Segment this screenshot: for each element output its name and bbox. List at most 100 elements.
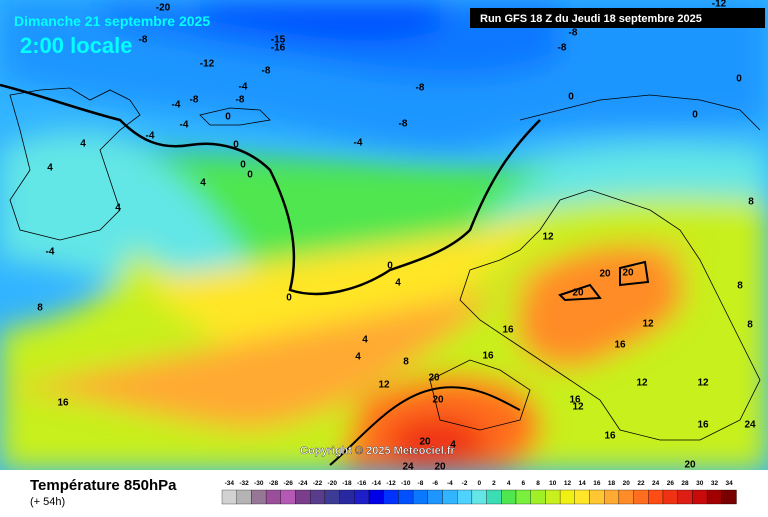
footer-title: Température 850hPa	[30, 477, 177, 494]
local-time: 2:00 locale	[20, 33, 133, 58]
scale-label: 0	[477, 480, 481, 487]
scale-label: 10	[549, 480, 557, 487]
copyright: Copyright © 2025 Meteociel.fr	[300, 445, 456, 457]
contour-label: 12	[636, 378, 648, 389]
temperature-field	[0, 0, 768, 470]
contour-labels: -20-8 -15-16-12-8-4-8-4 -80-4-4-8-8-4-8-12…	[37, 0, 756, 473]
contour-label: 12	[542, 232, 554, 243]
contour-label: 4	[200, 178, 206, 189]
scale-label: -28	[269, 480, 279, 487]
scale-swatch	[648, 489, 664, 505]
scale-label: 34	[726, 480, 734, 487]
contour-label: -4	[239, 82, 248, 93]
date: Dimanche 21 septembre 2025	[14, 13, 210, 29]
contour-label: 8	[403, 357, 409, 368]
scale-label: 16	[593, 480, 601, 487]
scale-swatch	[295, 489, 311, 505]
scale-swatch	[310, 489, 326, 505]
contour-label: 0	[387, 261, 393, 272]
scale-label: 24	[652, 480, 660, 487]
coastlines	[9, 87, 761, 441]
scale-swatch	[721, 489, 737, 505]
scale-label: -24	[298, 480, 308, 487]
scale-swatch	[559, 489, 575, 505]
scale-label: -14	[372, 480, 382, 487]
scale-swatch	[280, 489, 296, 505]
contour-label: -15	[271, 35, 286, 46]
scale-label: 4	[507, 480, 511, 487]
scale-label: 2	[492, 480, 496, 487]
contour-label: -12	[200, 59, 215, 70]
scale-label: -26	[283, 480, 293, 487]
scale-swatch	[692, 489, 708, 505]
scale-label: -6	[432, 480, 438, 487]
scale-swatch	[530, 489, 546, 505]
scale-label: 6	[522, 480, 526, 487]
contour-label: 16	[482, 351, 494, 362]
contour-label: 20	[599, 269, 611, 280]
scale-label: -4	[447, 480, 453, 487]
scale-label: 8	[536, 480, 540, 487]
contour-label: 20	[432, 395, 444, 406]
scale-swatch	[251, 489, 267, 505]
scale-label: -22	[313, 480, 323, 487]
scale-swatch	[662, 489, 678, 505]
scale-swatch	[604, 489, 620, 505]
contour-label: -8	[262, 66, 271, 77]
scale-label: -30	[254, 480, 264, 487]
contour-label: 8	[737, 281, 743, 292]
zero-isotherm	[0, 83, 541, 296]
scale-label: 32	[711, 480, 719, 487]
run-box	[470, 8, 765, 28]
scale-swatch	[236, 489, 252, 505]
contour-label: -8	[569, 28, 578, 39]
scale-swatch	[412, 489, 428, 505]
scale-swatch	[354, 489, 370, 505]
contour-label: 0	[692, 110, 698, 121]
contour-label: -8	[139, 35, 148, 46]
contour-label: 0	[233, 140, 239, 151]
contour-label: 4	[355, 352, 361, 363]
scale-swatch	[618, 489, 634, 505]
contour-label: 8	[747, 320, 753, 331]
scale-label: -18	[342, 480, 352, 487]
scale-swatch	[324, 489, 340, 505]
run-info: Run GFS 18 Z du Jeudi 18 septembre 2025	[480, 13, 702, 25]
scale-swatch	[471, 489, 487, 505]
contour-label: -4	[172, 100, 181, 111]
contour-label: 4	[115, 203, 121, 214]
scale-label: 14	[579, 480, 587, 487]
footer-lead: (+ 54h)	[30, 496, 65, 508]
contour-label: 12	[572, 402, 584, 413]
contour-label: -20	[156, 3, 171, 14]
contour-label: 16	[57, 398, 69, 409]
contour-label: -12	[712, 0, 727, 10]
scale-label: 12	[564, 480, 572, 487]
contour-label: 0	[286, 293, 292, 304]
color-scale: -34 -32 -30 -28 -26 -24 -22 -20 -18 -16 -14 -12 -10-…	[221, 480, 737, 505]
contour-label: 20	[434, 462, 446, 473]
isotherm-20-core	[558, 260, 650, 302]
scale-swatch	[677, 489, 693, 505]
contour-label: 4	[450, 440, 456, 451]
contour-label: 12	[642, 319, 654, 330]
scale-swatch	[545, 489, 561, 505]
scale-swatch	[515, 489, 531, 505]
scale-label: 22	[637, 480, 645, 487]
scale-swatch	[265, 489, 281, 505]
scale-swatch	[383, 489, 399, 505]
scale-label: -16	[357, 480, 367, 487]
scale-label: -2	[462, 480, 468, 487]
isotherm-20	[329, 386, 521, 466]
contour-label: 20	[419, 437, 431, 448]
contour-label: 16	[697, 420, 709, 431]
scale-swatch	[368, 489, 384, 505]
scale-swatch	[486, 489, 502, 505]
scale-label: -20	[328, 480, 338, 487]
scale-label: 28	[681, 480, 689, 487]
contour-label: 24	[744, 420, 756, 431]
contour-label: 4	[47, 163, 53, 174]
scale-label: -12	[386, 480, 396, 487]
